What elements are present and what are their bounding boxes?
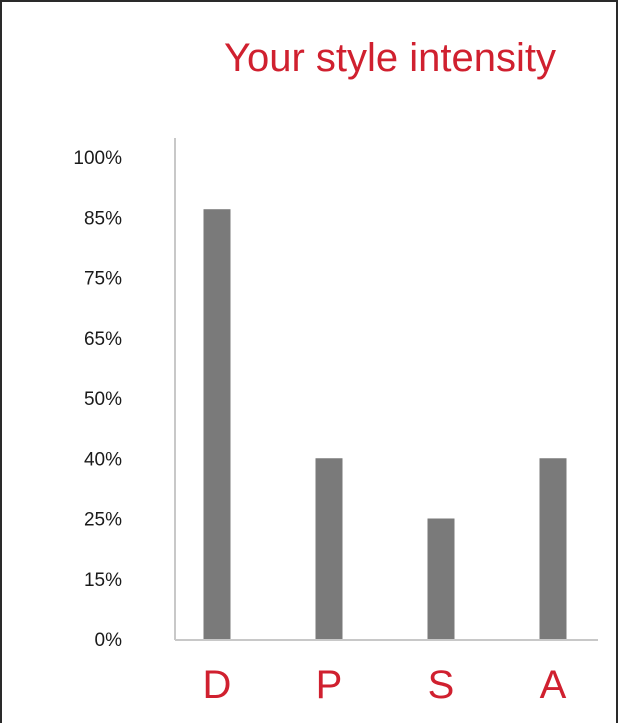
bar-d [203, 209, 231, 639]
bars [203, 209, 567, 639]
y-tick-label: 75% [84, 269, 122, 290]
y-tick-label: 85% [84, 208, 122, 229]
category-label-p: P [316, 663, 343, 707]
y-tick-label: 65% [84, 329, 122, 350]
y-tick-label: 40% [84, 449, 122, 470]
y-tick-label: 50% [84, 389, 122, 410]
category-label-s: S [428, 663, 455, 707]
y-axis-tick-labels: 0% 15% 25% 40% 50% 65% 75% 85% 100% [73, 148, 122, 651]
bar-p [315, 458, 343, 639]
y-tick-label: 100% [73, 148, 122, 169]
category-label-d: D [203, 663, 232, 707]
chart-title: Your style intensity [223, 36, 557, 80]
bar-s [427, 518, 455, 639]
category-label-a: A [540, 663, 567, 707]
y-tick-label: 15% [84, 570, 122, 591]
bar-a [539, 458, 567, 639]
y-tick-label: 25% [84, 510, 122, 531]
y-tick-label: 0% [95, 630, 123, 651]
